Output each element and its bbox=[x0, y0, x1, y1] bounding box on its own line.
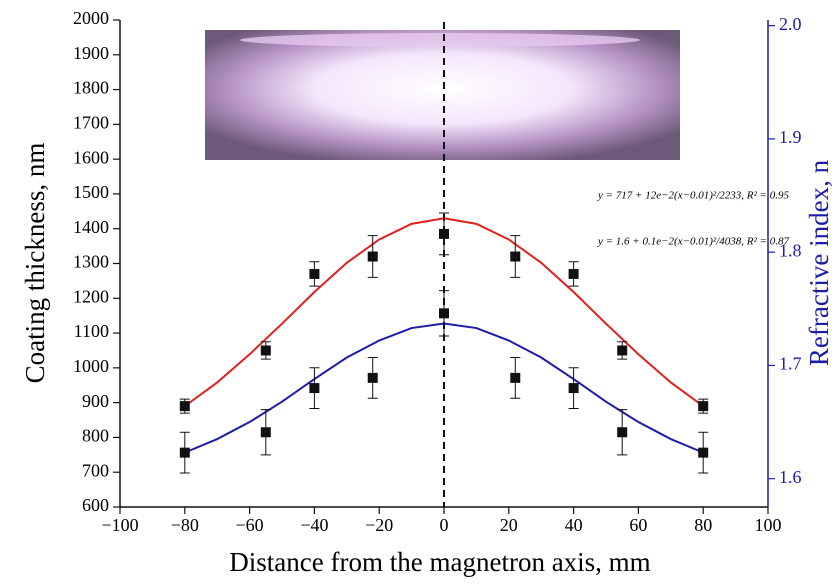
data-point bbox=[368, 373, 378, 383]
x-tick-label: 0 bbox=[440, 515, 449, 535]
x-tick-label: −60 bbox=[236, 515, 264, 535]
y2-tick-label: 1.9 bbox=[779, 127, 802, 147]
y-tick-label: 900 bbox=[82, 391, 109, 411]
y-tick-label: 1200 bbox=[73, 286, 109, 306]
y2-tick-label: 2.0 bbox=[779, 14, 802, 34]
data-point bbox=[698, 448, 708, 458]
y2-axis-title: Refractive index, n bbox=[804, 159, 834, 366]
data-point bbox=[510, 373, 520, 383]
y2-tick-label: 1.6 bbox=[779, 467, 802, 487]
data-point bbox=[617, 427, 627, 437]
y-axis-title: Coating thickness, nm bbox=[20, 143, 50, 384]
data-point bbox=[368, 252, 378, 262]
data-point bbox=[617, 345, 627, 355]
y-tick-label: 1900 bbox=[73, 43, 109, 63]
formula-index: y = 1.6 + 0.1e−2(x−0.01)²/4038, R² = 0.8… bbox=[597, 236, 789, 248]
data-point bbox=[510, 252, 520, 262]
y-tick-label: 1500 bbox=[73, 182, 109, 202]
data-point bbox=[180, 401, 190, 411]
y-tick-label: 1400 bbox=[73, 217, 109, 237]
y-tick-label: 700 bbox=[82, 460, 109, 480]
data-point bbox=[261, 345, 271, 355]
data-point bbox=[439, 308, 449, 318]
chart: y = 717 + 12e−2(x−0.01)²/2233, R² = 0.95… bbox=[0, 0, 838, 587]
plasma-photo bbox=[205, 30, 680, 160]
data-point bbox=[439, 229, 449, 239]
x-tick-label: 100 bbox=[755, 515, 782, 535]
target-glow bbox=[240, 33, 640, 47]
x-tick-label: −40 bbox=[300, 515, 328, 535]
y-tick-label: 800 bbox=[82, 426, 109, 446]
data-point bbox=[569, 383, 579, 393]
y-tick-label: 1800 bbox=[73, 78, 109, 98]
y-tick-label: 600 bbox=[82, 495, 109, 515]
x-tick-label: −100 bbox=[101, 515, 138, 535]
y2-tick-label: 1.8 bbox=[779, 240, 802, 260]
x-tick-label: 40 bbox=[565, 515, 583, 535]
formula-thickness: y = 717 + 12e−2(x−0.01)²/2233, R² = 0.95 bbox=[597, 190, 789, 202]
data-point bbox=[180, 448, 190, 458]
y-tick-label: 1100 bbox=[74, 321, 109, 341]
data-point bbox=[569, 269, 579, 279]
x-tick-label: 60 bbox=[629, 515, 647, 535]
x-tick-label: 20 bbox=[500, 515, 518, 535]
y-tick-label: 1600 bbox=[73, 147, 109, 167]
y-tick-label: 2000 bbox=[73, 8, 109, 28]
x-tick-label: −80 bbox=[171, 515, 199, 535]
x-tick-label: −20 bbox=[365, 515, 393, 535]
x-tick-label: 80 bbox=[694, 515, 712, 535]
data-point bbox=[261, 427, 271, 437]
y-tick-label: 1700 bbox=[73, 112, 109, 132]
y2-tick-label: 1.7 bbox=[779, 354, 802, 374]
y-tick-label: 1300 bbox=[73, 252, 109, 272]
data-point bbox=[698, 401, 708, 411]
y-tick-label: 1000 bbox=[73, 356, 109, 376]
data-point bbox=[309, 269, 319, 279]
x-axis-title: Distance from the magnetron axis, mm bbox=[229, 547, 650, 577]
data-point bbox=[309, 383, 319, 393]
